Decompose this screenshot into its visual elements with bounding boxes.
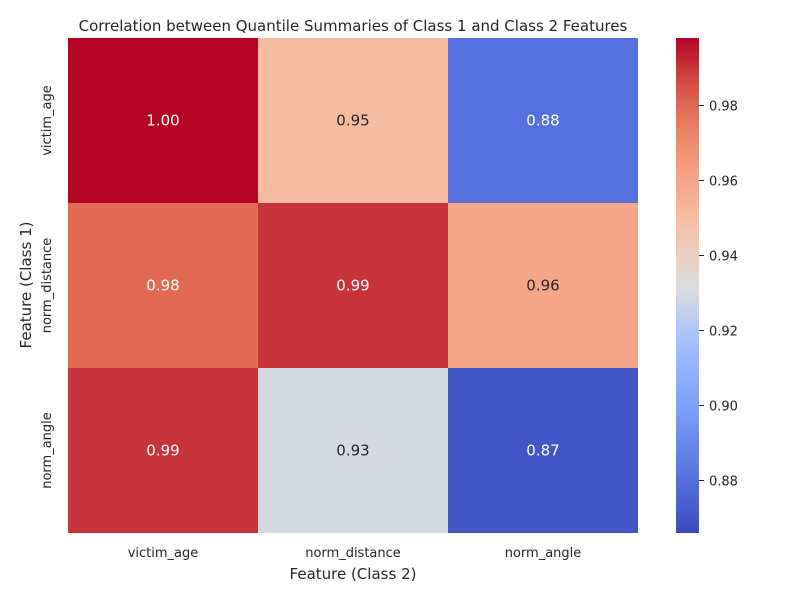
chart-title: Correlation between Quantile Summaries o… — [79, 17, 628, 35]
heatmap-cell — [448, 38, 638, 203]
x-tick-label: norm_angle — [505, 546, 582, 561]
colorbar-tick-label: 0.94 — [709, 250, 738, 265]
cell-value-label: 0.99 — [146, 442, 179, 460]
colorbar-tick-label: 0.88 — [709, 475, 738, 490]
colorbar-tick-label: 0.98 — [709, 100, 738, 115]
x-axis-label: Feature (Class 2) — [290, 565, 417, 583]
cell-value-label: 0.98 — [146, 277, 179, 295]
cell-value-label: 0.95 — [336, 112, 369, 130]
heatmap-cell — [258, 38, 448, 203]
heatmap-cell — [448, 203, 638, 368]
heatmap-cell — [68, 203, 258, 368]
colorbar-tick-label: 0.96 — [709, 175, 738, 190]
y-tick-label: victim_age — [40, 85, 55, 156]
heatmap-cell — [448, 368, 638, 533]
colorbar — [676, 38, 699, 533]
y-tick-label: norm_distance — [40, 238, 55, 334]
cell-value-label: 0.87 — [526, 442, 559, 460]
y-axis-label: Feature (Class 1) — [17, 222, 35, 349]
cell-value-label: 0.93 — [336, 442, 369, 460]
heatmap-cell — [258, 203, 448, 368]
colorbar-tick-label: 0.92 — [709, 325, 738, 340]
x-tick-label: victim_age — [128, 546, 199, 561]
cell-value-label: 0.99 — [336, 277, 369, 295]
cell-value-label: 0.88 — [526, 112, 559, 130]
x-tick-label: norm_distance — [305, 546, 401, 561]
heatmap-cell — [68, 368, 258, 533]
heatmap-cells — [68, 38, 638, 533]
cell-value-label: 1.00 — [146, 112, 179, 130]
heatmap-cell — [258, 368, 448, 533]
colorbar-tick-label: 0.90 — [709, 400, 738, 415]
heatmap-cell — [68, 38, 258, 203]
cell-value-label: 0.96 — [526, 277, 559, 295]
y-tick-labels: victim_age norm_distance norm_angle — [40, 85, 55, 489]
y-tick-label: norm_angle — [40, 412, 55, 489]
x-tick-labels: victim_age norm_distance norm_angle — [128, 546, 582, 561]
colorbar-ticks: 0.88 0.90 0.92 0.94 0.96 0.98 — [699, 100, 738, 490]
cell-annotations: 1.00 0.95 0.88 0.98 0.99 0.96 0.99 0.93 0.87 — [146, 112, 559, 460]
